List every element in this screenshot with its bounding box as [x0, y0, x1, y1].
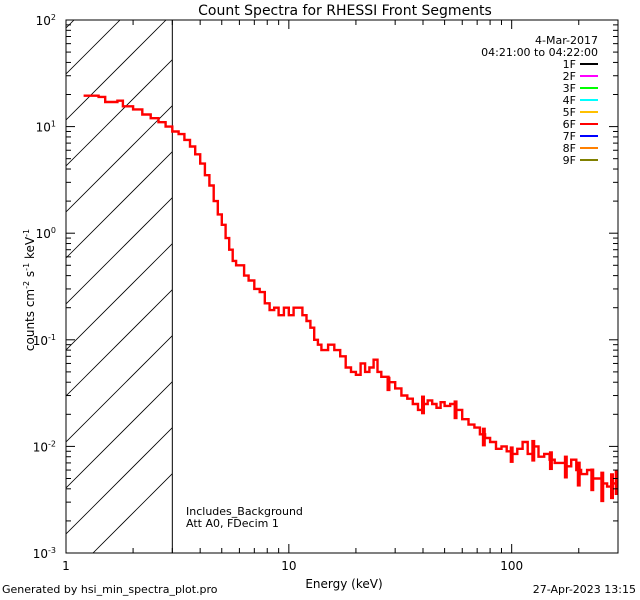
hatch-line — [66, 20, 75, 29]
hatch-line — [66, 335, 173, 443]
excluded-region-hatch — [66, 20, 173, 553]
legend-label-4F: 4F — [563, 94, 576, 107]
plot-frame — [65, 19, 619, 554]
hatch-line — [92, 473, 173, 553]
generated-by-note: Generated by hsi_min_spectra_plot.pro — [2, 583, 218, 596]
legend-label-5F: 5F — [563, 106, 576, 119]
hatch-line — [66, 20, 121, 75]
hatch-line — [66, 427, 173, 535]
legend-label-8F: 8F — [563, 142, 576, 155]
series-layer — [83, 94, 618, 503]
legend-label-3F: 3F — [563, 82, 576, 95]
legend-label-2F: 2F — [563, 70, 576, 83]
hatch-line — [66, 243, 173, 351]
hatch-line — [66, 289, 173, 397]
legend-label-7F: 7F — [563, 130, 576, 143]
hatch-line — [66, 197, 173, 305]
series-line-6F — [83, 94, 618, 488]
date-label: 4-Mar-2017 — [535, 34, 598, 47]
y-tick-label: 10-1 — [33, 333, 56, 348]
hatch-line — [66, 59, 173, 167]
x-tick-label: 1 — [62, 559, 70, 573]
chart-title: Count Spectra for RHESSI Front Segments — [198, 3, 492, 19]
y-tick-label: 102 — [36, 13, 56, 28]
x-tick-label: 10 — [281, 559, 296, 573]
y-axis-label: counts cm-2 s-1 keV-1 — [22, 229, 37, 351]
legend-label-9F: 9F — [563, 154, 576, 167]
annotation-attenuator: Att A0, FDecim 1 — [186, 517, 279, 530]
axis-ticks — [65, 20, 619, 554]
y-tick-label: 100 — [36, 226, 56, 241]
annotation-background: Includes_Background — [186, 505, 303, 518]
axis-tick-labels: 1 10 100 10-3 10-2 10-1 100 101 102 — [33, 13, 523, 573]
legend-label-1F: 1F — [563, 58, 576, 71]
hatch-line — [66, 381, 173, 489]
hatch-line — [66, 151, 173, 259]
x-axis-label: Energy (keV) — [305, 577, 382, 591]
time-range-label: 04:21:00 to 04:22:00 — [481, 46, 598, 59]
y-tick-label: 10-2 — [33, 439, 56, 454]
hatch-line — [66, 105, 173, 213]
y-tick-label: 10-3 — [33, 546, 56, 561]
generation-timestamp: 27-Apr-2023 13:15 — [532, 583, 636, 596]
x-tick-label: 100 — [500, 559, 523, 573]
hatch-line — [66, 20, 167, 121]
legend-label-6F: 6F — [563, 118, 576, 131]
y-tick-label: 101 — [36, 120, 56, 135]
